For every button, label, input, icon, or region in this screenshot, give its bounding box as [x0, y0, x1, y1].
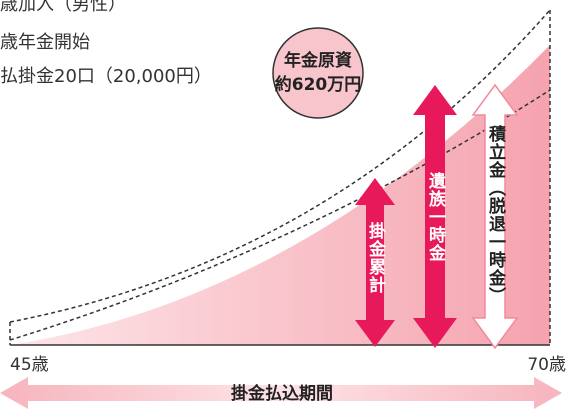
growth-area — [10, 45, 550, 345]
note: 払掛金20口（20,000円） — [0, 66, 212, 87]
arrow-label: 掛金累計 — [365, 221, 387, 294]
note: 歳年金開始 — [0, 32, 90, 53]
arrow-contribution — [355, 178, 395, 347]
arrow-survivor — [413, 85, 457, 348]
axis-start: 45歳 — [10, 355, 49, 375]
axis-end: 70歳 — [527, 355, 566, 375]
note: 歳加入（男性） — [0, 0, 126, 15]
arrow-label: 遺族一時金 — [425, 171, 447, 262]
period-label: 掛金払込期間 — [231, 383, 333, 404]
dashed-lower — [9, 89, 551, 341]
badge-text: 年金原資 — [284, 50, 352, 71]
arrow-reserve — [471, 83, 519, 350]
period-arrow — [0, 377, 562, 409]
badge-text: 約620万円 — [275, 74, 362, 95]
arrow-label: 積立金（脱退一時金） — [485, 124, 507, 305]
dashed-upper — [9, 9, 551, 323]
badge-circle — [272, 27, 364, 119]
